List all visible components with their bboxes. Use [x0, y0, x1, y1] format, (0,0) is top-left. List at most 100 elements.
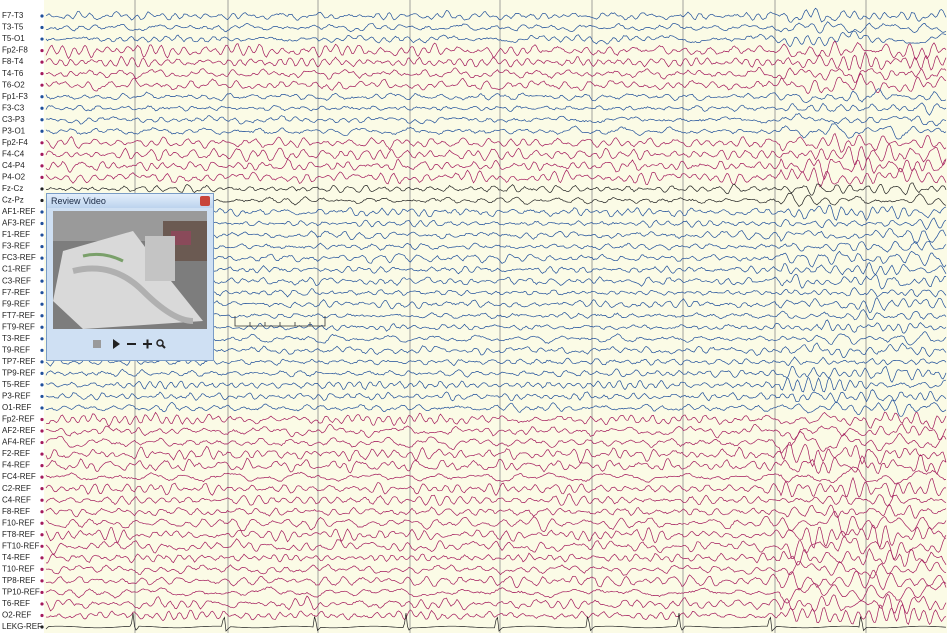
channel-label: T5-REF [2, 380, 30, 389]
eeg-trace [46, 182, 947, 196]
eeg-trace [45, 143, 947, 166]
channel-dot [40, 175, 44, 179]
channel-label: T5-O1 [2, 34, 25, 43]
channel-dot [40, 521, 44, 525]
stop-button[interactable] [93, 340, 101, 348]
channel-dot [40, 613, 44, 618]
eeg-trace [45, 510, 947, 538]
channel-dot [40, 579, 44, 583]
channel-dot [40, 371, 44, 375]
eeg-trace [45, 524, 947, 549]
channel-dot [40, 337, 44, 341]
channel-dot [40, 383, 44, 387]
eeg-trace [45, 441, 947, 468]
channel-dot [40, 394, 44, 399]
video-window[interactable]: Review Video [46, 193, 214, 361]
channel-dot [40, 187, 44, 191]
zoom-in-button[interactable] [143, 339, 152, 349]
play-button[interactable] [113, 339, 120, 349]
channel-label: F10-REF [2, 518, 35, 527]
channel-label: Fp2-F4 [2, 138, 28, 147]
close-button[interactable] [200, 196, 210, 206]
channel-dot [40, 221, 44, 226]
channel-label: F7-T3 [2, 11, 24, 20]
channel-label: Fp2-F8 [2, 46, 28, 55]
channel-label: T9-REF [2, 345, 30, 354]
time-grid [134, 0, 867, 633]
channel-dot [40, 37, 44, 41]
channel-dot [40, 291, 44, 295]
channel-label: TP8-REF [2, 576, 35, 585]
channel-label: O2-REF [2, 611, 31, 620]
channel-dot [40, 487, 44, 491]
channel-dot [40, 60, 44, 64]
channel-label: T10-REF [2, 564, 35, 573]
channel-dot [40, 198, 44, 203]
channel-dot [40, 510, 44, 514]
channel-label: TP10-REF [2, 588, 40, 597]
eeg-trace [45, 40, 947, 61]
channel-label: C3-P3 [2, 115, 25, 124]
channel-label: P3-REF [2, 392, 31, 401]
eeg-trace [45, 389, 947, 404]
eeg-trace [45, 112, 947, 127]
channel-label: F3-REF [2, 242, 30, 251]
eeg-trace [45, 30, 947, 48]
eeg-trace [45, 132, 947, 153]
eeg-trace [45, 356, 947, 367]
channel-dot [40, 417, 44, 422]
eeg-trace [45, 431, 947, 454]
eeg-trace [45, 569, 947, 591]
video-frame [53, 211, 207, 329]
channel-labels: F7-T3 T3-T5 T5-O1 Fp2-F8 F8-T4 T4-T6 T6-O2 Fp1-… [2, 11, 44, 631]
channel-dot [40, 106, 44, 110]
channel-label: F7-REF [2, 288, 30, 297]
channel-label: FC4-REF [2, 472, 36, 481]
channel-label: F9-REF [2, 299, 30, 308]
channel-dot [40, 14, 44, 18]
channel-dot [40, 452, 44, 456]
channel-dot [40, 302, 44, 306]
scale-bar [234, 316, 326, 327]
channel-label: FC3-REF [2, 253, 36, 262]
channel-label: O1-REF [2, 403, 31, 412]
channel-dot [40, 360, 44, 364]
video-controls [93, 339, 166, 349]
zoom-out-button[interactable] [127, 343, 136, 345]
channel-label: C4-REF [2, 495, 31, 504]
eeg-trace [45, 21, 947, 34]
channel-dot [40, 256, 44, 260]
channel-dot [40, 464, 44, 468]
channel-dot [40, 25, 44, 30]
window-title-text: Review Video [51, 196, 106, 206]
channel-label: T6-REF [2, 599, 30, 608]
eeg-trace [45, 67, 947, 83]
channel-dot [40, 475, 44, 479]
channel-label: T6-O2 [2, 80, 25, 89]
channel-label: LEKG-REF [2, 622, 42, 631]
eeg-trace [45, 123, 947, 140]
channel-label: F4-REF [2, 461, 30, 470]
eeg-trace [45, 51, 947, 71]
channel-dot [40, 95, 44, 99]
channel-label: F2-REF [2, 449, 30, 458]
channel-dot [40, 72, 44, 76]
traces [45, 7, 947, 632]
channel-label: T4-REF [2, 553, 30, 562]
channel-dot [40, 429, 44, 433]
channel-label: T3-T5 [2, 23, 24, 32]
eeg-trace [45, 376, 947, 393]
channel-dot [40, 533, 44, 537]
channel-dot [40, 625, 44, 629]
channel-dot [40, 556, 44, 560]
magnify-button[interactable] [156, 339, 166, 349]
channel-label: Fp1-F3 [2, 92, 28, 101]
eeg-trace [45, 454, 947, 475]
channel-label: F1-REF [2, 230, 30, 239]
channel-label: C4-P4 [2, 161, 25, 170]
channel-dot [40, 602, 44, 606]
eeg-trace [45, 612, 947, 632]
channel-dot [40, 567, 44, 571]
channel-label: FT7-REF [2, 311, 35, 320]
channel-label: F8-T4 [2, 57, 24, 66]
